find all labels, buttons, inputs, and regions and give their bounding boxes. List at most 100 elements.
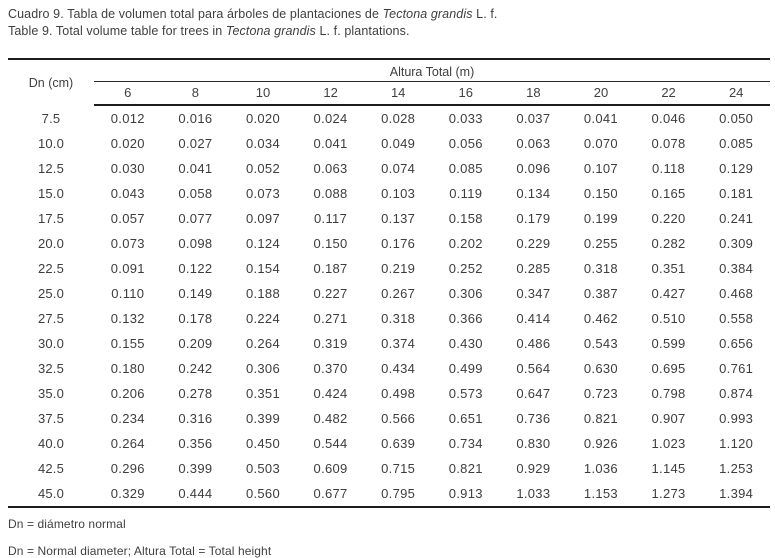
volume-value: 0.798: [651, 386, 686, 401]
dn-column-header: Dn (cm): [28, 75, 74, 90]
height-column-header: 6: [94, 81, 162, 106]
footnote-es: Dn = diámetro normal: [8, 517, 126, 531]
volume-value: 0.073: [245, 186, 280, 201]
volume-value: 0.096: [516, 161, 551, 176]
volume-value: 0.929: [516, 461, 551, 476]
dn-value: 30.0: [37, 336, 65, 351]
volume-value: 0.150: [583, 186, 618, 201]
volume-value: 0.874: [719, 386, 754, 401]
title-en-prefix: Table 9. Total volume table for trees in: [8, 24, 226, 38]
volume-value: 0.821: [583, 411, 618, 426]
volume-table-header: Dn (cm) Altura Total (m) 6 8 10 12 14 16 18 20 2…: [8, 59, 770, 106]
volume-value: 0.028: [381, 111, 416, 126]
title-es-species-name: Tectona grandis: [382, 7, 473, 21]
volume-value: 0.427: [651, 286, 686, 301]
dn-value: 15.0: [37, 186, 65, 201]
volume-value: 0.027: [178, 136, 213, 151]
volume-value: 0.907: [651, 411, 686, 426]
volume-value: 0.199: [583, 211, 618, 226]
height-column-header: 14: [364, 81, 432, 106]
volume-value: 0.155: [110, 336, 145, 351]
volume-value: 0.271: [313, 311, 348, 326]
volume-value: 0.088: [313, 186, 348, 201]
volume-value: 0.209: [178, 336, 213, 351]
volume-value: 0.150: [313, 236, 348, 251]
title-es-prefix: Cuadro 9. Tabla de volumen total para ár…: [8, 7, 383, 21]
table-row: 35.0 0.206 0.278 0.351 0.424 0.498 0.573 0.647 0…: [8, 381, 770, 406]
volume-value: 1.145: [651, 461, 686, 476]
volume-value: 1.253: [719, 461, 754, 476]
dn-value: 25.0: [37, 286, 65, 301]
dn-value: 7.5: [41, 110, 61, 126]
volume-value: 0.041: [313, 136, 348, 151]
height-columns-row: 6 8 10 12 14 16 18 20 22 24: [8, 81, 770, 106]
volume-value: 0.282: [651, 236, 686, 251]
volume-value: 0.024: [313, 111, 348, 126]
volume-value: 0.723: [583, 386, 618, 401]
volume-value: 0.255: [583, 236, 618, 251]
volume-value: 0.050: [719, 111, 754, 126]
volume-value: 0.206: [110, 386, 145, 401]
volume-value: 0.329: [110, 486, 145, 501]
dn-value: 27.5: [37, 311, 65, 326]
volume-value: 0.176: [381, 236, 416, 251]
title-en-suffix: L. f. plantations.: [315, 24, 410, 38]
volume-value: 0.224: [245, 311, 280, 326]
table-row: 40.0 0.264 0.356 0.450 0.544 0.639 0.734 0.830 0…: [8, 431, 770, 456]
volume-value: 0.118: [652, 161, 686, 176]
volume-value: 0.599: [651, 336, 686, 351]
table-row: 17.5 0.057 0.077 0.097 0.117 0.137 0.158 0.179 0…: [8, 206, 770, 231]
volume-value: 0.498: [381, 386, 416, 401]
volume-value: 0.384: [719, 261, 754, 276]
volume-value: 0.651: [448, 411, 483, 426]
volume-value: 0.165: [651, 186, 686, 201]
volume-value: 0.073: [110, 236, 145, 251]
volume-value: 0.220: [651, 211, 686, 226]
volume-value: 0.647: [516, 386, 551, 401]
volume-value: 0.639: [381, 436, 416, 451]
dn-value: 12.5: [37, 161, 65, 176]
volume-value: 0.695: [651, 361, 686, 376]
volume-value: 1.153: [583, 486, 618, 501]
volume-value: 0.734: [448, 436, 483, 451]
volume-value: 0.098: [178, 236, 213, 251]
volume-value: 1.036: [583, 461, 618, 476]
volume-value: 0.179: [516, 211, 551, 226]
volume-value: 0.285: [516, 261, 551, 276]
table-row: 10.0 0.020 0.027 0.034 0.041 0.049 0.056 0.063 0…: [8, 131, 770, 156]
volume-value: 0.450: [245, 436, 280, 451]
volume-value: 0.499: [448, 361, 483, 376]
volume-value: 0.486: [516, 336, 551, 351]
volume-value: 0.016: [178, 111, 213, 126]
volume-value: 0.821: [448, 461, 483, 476]
table-row: 15.0 0.043 0.058 0.073 0.088 0.103 0.119 0.134 0…: [8, 181, 770, 206]
height-column-header: 8: [161, 81, 230, 106]
volume-value: 0.063: [313, 161, 348, 176]
volume-value: 0.149: [178, 286, 213, 301]
volume-value: 0.267: [381, 286, 416, 301]
volume-value: 1.120: [719, 436, 754, 451]
volume-value: 0.399: [245, 411, 280, 426]
volume-value: 0.510: [651, 311, 686, 326]
volume-value: 0.046: [651, 111, 686, 126]
volume-value: 1.394: [719, 486, 754, 501]
volume-value: 0.241: [719, 211, 754, 226]
volume-value: 0.544: [313, 436, 348, 451]
volume-value: 0.566: [381, 411, 416, 426]
volume-value: 0.063: [516, 136, 551, 151]
dn-value: 40.0: [37, 436, 65, 451]
volume-value: 0.037: [516, 111, 551, 126]
volume-value: 0.543: [583, 336, 618, 351]
volume-value: 0.122: [178, 261, 213, 276]
volume-value: 0.077: [178, 211, 213, 226]
volume-value: 0.830: [516, 436, 551, 451]
volume-value: 0.316: [178, 411, 213, 426]
dn-value: 45.0: [37, 486, 65, 501]
volume-value: 0.795: [381, 486, 416, 501]
volume-value: 0.609: [313, 461, 348, 476]
volume-value: 1.023: [651, 436, 686, 451]
volume-value: 0.761: [719, 361, 754, 376]
volume-value: 0.366: [448, 311, 483, 326]
volume-value: 0.052: [245, 161, 280, 176]
